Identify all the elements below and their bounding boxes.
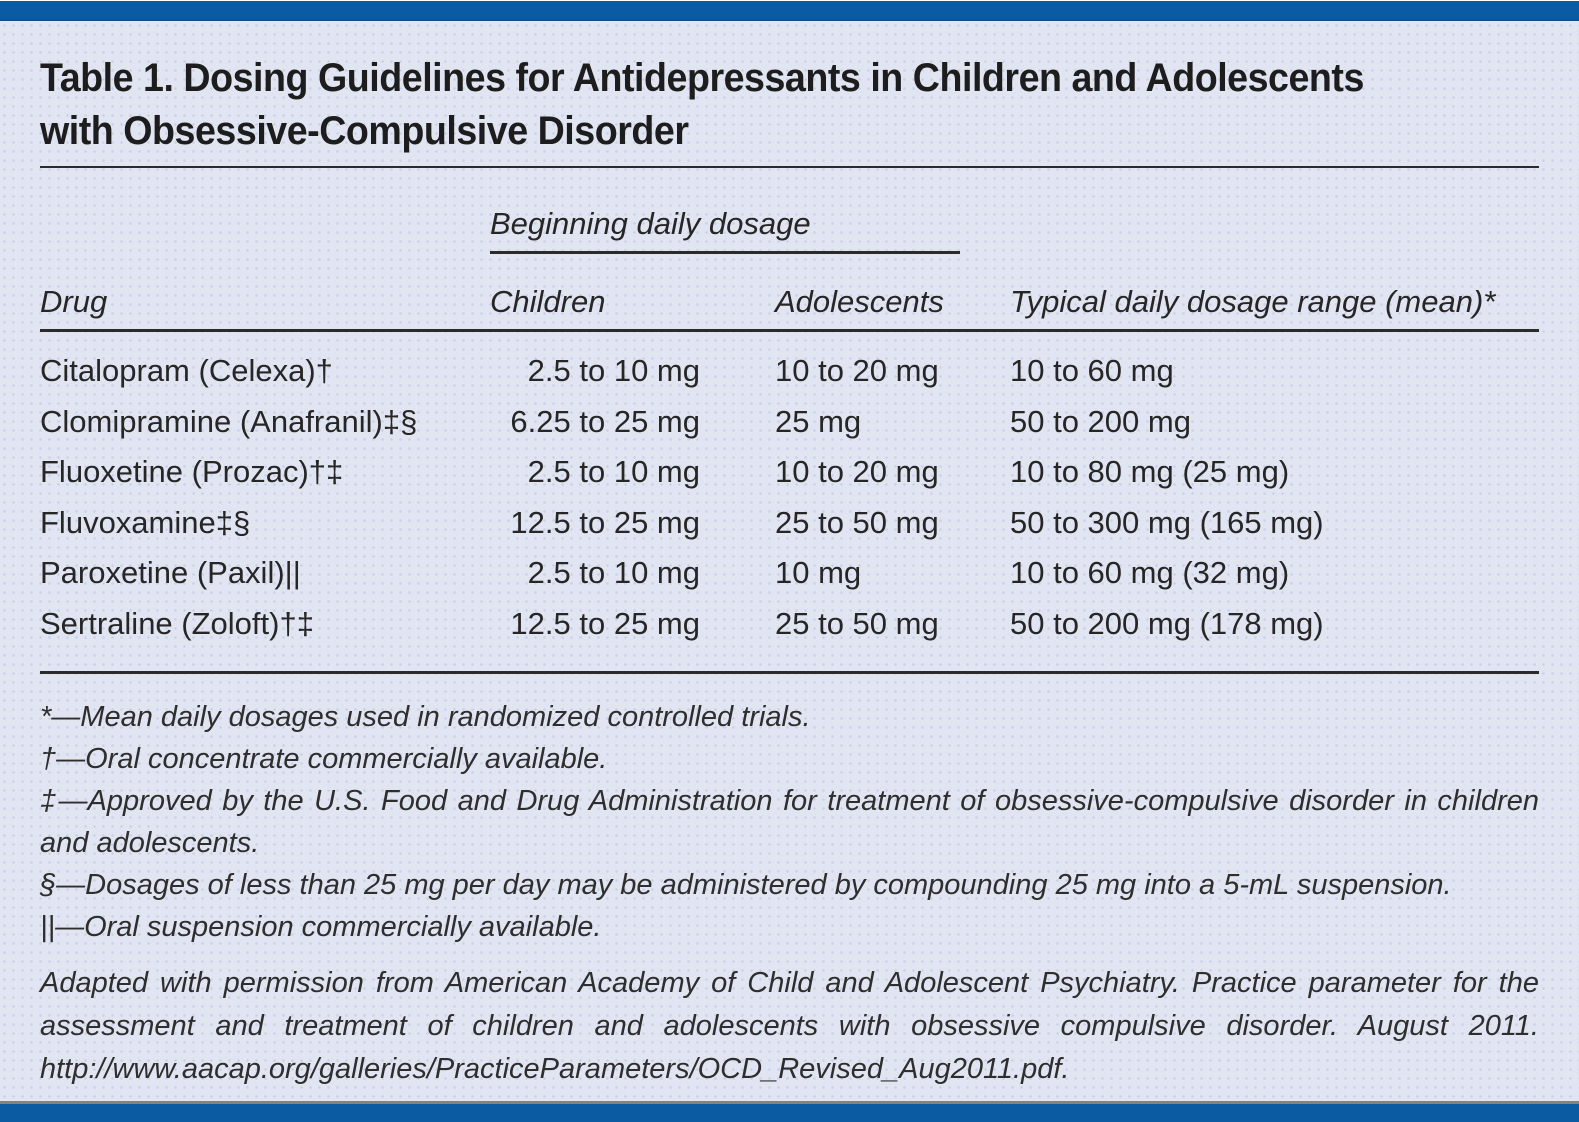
- column-header-row: Drug Children Adolescents Typical daily …: [40, 284, 1539, 320]
- adolescents-dose-cell: 10 mg: [775, 555, 862, 590]
- attribution-text: Adapted with permission from American Ac…: [40, 967, 1539, 1085]
- table-row: Paroxetine (Paxil)|| 2.5 to 10 mg 10 mg …: [40, 548, 1539, 599]
- children-dose-cell: 2.5 to 10 mg: [527, 454, 700, 489]
- table-row: Fluvoxamine‡§ 12.5 to 25 mg 25 to 50 mg …: [40, 498, 1539, 549]
- column-header-adolescents: Adolescents: [775, 284, 944, 319]
- drug-cell: Fluoxetine (Prozac)†‡: [40, 454, 344, 489]
- footnote-dagger: †—Oral concentrate commercially availabl…: [40, 743, 608, 775]
- spanner-header-cell: Beginning daily dosage: [490, 206, 1010, 254]
- drug-cell: Citalopram (Celexa)†: [40, 353, 333, 388]
- typical-dose-cell: 10 to 80 mg (25 mg): [1010, 454, 1290, 489]
- column-header-children: Children: [490, 284, 606, 319]
- children-dose-cell: 2.5 to 10 mg: [527, 555, 700, 590]
- drug-cell: Fluvoxamine‡§: [40, 504, 251, 540]
- children-dose-cell: 2.5 to 10 mg: [527, 353, 700, 388]
- table-row: Citalopram (Celexa)† 2.5 to 10 mg 10 to …: [40, 346, 1539, 397]
- table-row: Fluoxetine (Prozac)†‡ 2.5 to 10 mg 10 to…: [40, 447, 1539, 498]
- typical-dose-cell: 10 to 60 mg (32 mg): [1010, 555, 1290, 590]
- title-divider: [40, 166, 1539, 168]
- table-panel: Table 1. Dosing Guidelines for Antidepre…: [0, 21, 1579, 1101]
- adolescents-dose-cell: 10 to 20 mg: [775, 454, 939, 489]
- children-dose-cell: 12.5 to 25 mg: [510, 504, 700, 540]
- table-row: Sertraline (Zoloft)†‡ 12.5 to 25 mg 25 t…: [40, 599, 1539, 650]
- page-title-line-1: Table 1. Dosing Guidelines for Antidepre…: [40, 56, 1364, 100]
- spanner-header-label: Beginning daily dosage: [490, 206, 960, 254]
- column-header-typical: Typical daily dosage range (mean)*: [1010, 284, 1496, 319]
- children-dose-cell: 6.25 to 25 mg: [510, 403, 700, 439]
- table-bottom-divider: [40, 671, 1539, 674]
- spanner-header-row: Beginning daily dosage: [40, 206, 1539, 254]
- table-body: Citalopram (Celexa)† 2.5 to 10 mg 10 to …: [40, 346, 1539, 649]
- typical-dose-cell: 50 to 200 mg: [1010, 403, 1191, 439]
- footnote-section: §—Dosages of less than 25 mg per day may…: [40, 869, 1452, 901]
- adolescents-dose-cell: 25 to 50 mg: [775, 605, 939, 641]
- footnote-parallel: ||—Oral suspension commercially availabl…: [40, 911, 602, 943]
- header-divider: [40, 329, 1539, 332]
- bottom-accent-bar: [0, 1101, 1579, 1122]
- children-dose-cell: 12.5 to 25 mg: [510, 605, 700, 641]
- typical-dose-cell: 50 to 200 mg (178 mg): [1010, 605, 1324, 641]
- column-header-drug: Drug: [40, 284, 108, 319]
- page-title-line-2: with Obsessive-Compulsive Disorder: [40, 109, 689, 153]
- typical-dose-cell: 50 to 300 mg (165 mg): [1010, 504, 1324, 540]
- adolescents-dose-cell: 10 to 20 mg: [775, 353, 939, 388]
- footnotes-block: *—Mean daily dosages used in randomized …: [40, 696, 1539, 948]
- drug-cell: Sertraline (Zoloft)†‡: [40, 605, 314, 641]
- drug-cell: Clomipramine (Anafranil)‡§: [40, 403, 418, 439]
- table-row: Clomipramine (Anafranil)‡§ 6.25 to 25 mg…: [40, 397, 1539, 448]
- adolescents-dose-cell: 25 mg: [775, 403, 862, 439]
- top-accent-bar: [0, 1, 1579, 21]
- adolescents-dose-cell: 25 to 50 mg: [775, 504, 939, 540]
- footnote-asterisk: *—Mean daily dosages used in randomized …: [40, 701, 811, 733]
- footnote-double-dagger: ‡—Approved by the U.S. Food and Drug Adm…: [40, 785, 1539, 859]
- drug-cell: Paroxetine (Paxil)||: [40, 555, 301, 590]
- typical-dose-cell: 10 to 60 mg: [1010, 353, 1174, 388]
- page-title: Table 1. Dosing Guidelines for Antidepre…: [40, 21, 1449, 158]
